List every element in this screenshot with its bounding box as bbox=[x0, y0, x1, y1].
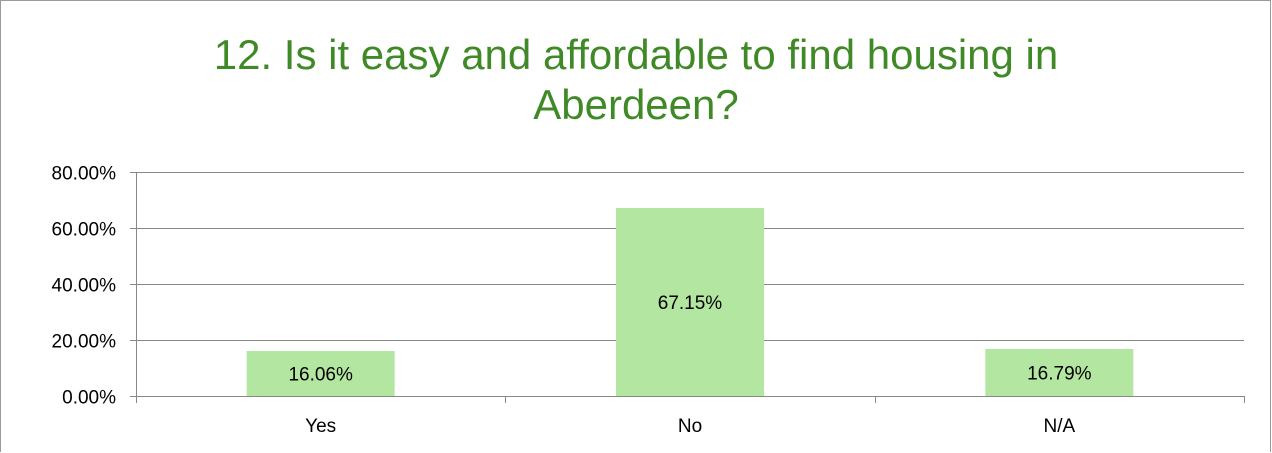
bar-yes bbox=[246, 351, 395, 396]
chart-title-line-2: Aberdeen? bbox=[533, 81, 739, 128]
x-category-label: No bbox=[678, 416, 702, 437]
data-label: 67.15% bbox=[658, 293, 723, 314]
y-tick-label: 60.00% bbox=[52, 220, 117, 241]
data-labels: 16.06% 67.15% 16.79% bbox=[288, 293, 1091, 386]
y-tick-label: 20.00% bbox=[52, 332, 117, 353]
axes bbox=[130, 172, 1245, 403]
bars bbox=[246, 207, 1134, 396]
x-category-label: N/A bbox=[1043, 416, 1075, 437]
data-label: 16.06% bbox=[288, 365, 353, 386]
chart-title: 12. Is it easy and affordable to find ho… bbox=[0, 30, 1272, 130]
data-label: 16.79% bbox=[1027, 363, 1092, 384]
x-category-label: Yes bbox=[305, 416, 336, 437]
x-category-labels: Yes No N/A bbox=[305, 416, 1075, 437]
chart-title-line-1: 12. Is it easy and affordable to find ho… bbox=[213, 31, 1059, 78]
y-tick-label: 40.00% bbox=[52, 276, 117, 297]
y-tick-label: 0.00% bbox=[62, 388, 116, 409]
y-tick-label: 80.00% bbox=[52, 164, 117, 185]
bar-no bbox=[616, 207, 764, 396]
bar-na bbox=[985, 348, 1134, 396]
y-tick-labels: 0.00% 20.00% 40.00% 60.00% 80.00% bbox=[52, 164, 117, 409]
